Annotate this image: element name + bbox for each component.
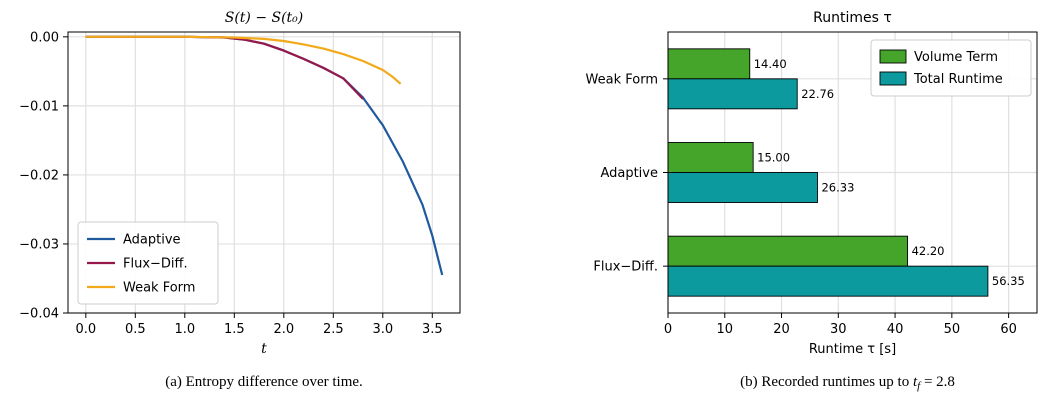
right-legend-label: Volume Term <box>914 50 998 65</box>
left-x-tick-label: 2.5 <box>323 322 344 337</box>
left-y-tick-label: −0.04 <box>19 307 59 322</box>
right-x-axis-label: Runtime τ [s] <box>809 342 896 357</box>
right-x-tick-label: 50 <box>944 322 961 337</box>
left-legend-label: Adaptive <box>123 233 181 248</box>
bar-value-label: 14.40 <box>754 57 787 71</box>
right-x-tick-label: 10 <box>716 322 733 337</box>
left-x-tick-label: 3.5 <box>422 322 443 337</box>
left-chart-title: S(t) − S(t₀) <box>225 10 304 26</box>
left-legend-label: Flux−Diff. <box>123 257 188 272</box>
right-chart-title: Runtimes τ <box>813 10 892 26</box>
bar-volume-term <box>667 142 754 173</box>
right-caption-suffix: = 2.8 <box>920 374 955 390</box>
right-caption-sub: f <box>917 380 922 392</box>
bar-value-label: 56.35 <box>992 274 1025 288</box>
left-x-tick-label: 1.5 <box>224 322 245 337</box>
right-category-label: Adaptive <box>600 166 658 181</box>
left-series-lines <box>85 35 444 276</box>
left-legend-box <box>77 221 219 305</box>
right-caption-prefix: (b) Recorded runtimes up to <box>740 374 913 390</box>
bar-value-label: 15.00 <box>757 151 790 165</box>
left-ticks: 0.0 0.5 1.0 1.5 2.0 2.5 3.0 3.5 0.00 −0.01 −0.02 −0… <box>19 30 442 337</box>
left-x-tick-label: 2.0 <box>273 322 294 337</box>
left-y-tick-label: −0.01 <box>19 99 59 114</box>
left-plot-frame <box>67 31 461 314</box>
runtime-chart: 14.40 22.76 15.00 26.33 42.20 56.35 0 10 20 30 40… <box>586 10 1038 357</box>
right-x-tick-label: 20 <box>773 322 790 337</box>
right-ticks: 0 10 20 30 40 50 60 Weak Form Adaptive Flux−Diff. <box>586 72 1017 337</box>
right-caption: (b) Recorded runtimes up to tf = 2.8 <box>740 374 955 392</box>
right-category-label: Weak Form <box>586 72 658 87</box>
right-legend-box <box>870 39 1032 97</box>
left-caption: (a) Entropy difference over time. <box>165 374 363 390</box>
bar-total-runtime <box>667 172 818 203</box>
bar-value-label: 22.76 <box>801 87 834 101</box>
right-caption-math: t <box>913 374 918 390</box>
right-x-tick-label: 0 <box>664 322 672 337</box>
bar-value-label: 42.20 <box>912 244 945 258</box>
right-legend-label: Total Runtime <box>913 72 1003 87</box>
left-x-tick-label: 0.0 <box>75 322 96 337</box>
bar-volume-term <box>667 48 751 80</box>
left-y-tick-label: 0.00 <box>30 30 59 45</box>
right-x-tick-label: 60 <box>1000 322 1017 337</box>
left-x-axis-label: t <box>261 341 267 357</box>
left-y-tick-label: −0.02 <box>19 168 59 183</box>
left-legend-label: Weak Form <box>123 281 195 296</box>
bar-total-runtime <box>667 265 989 297</box>
left-legend: Adaptive Flux−Diff. Weak Form <box>77 221 219 305</box>
left-y-tick-label: −0.03 <box>19 237 59 252</box>
right-bars: 14.40 22.76 15.00 26.33 42.20 56.35 <box>667 48 1025 297</box>
bar-volume-term <box>667 235 909 267</box>
left-x-tick-label: 1.0 <box>174 322 195 337</box>
line-series-flux-diff- <box>85 35 364 100</box>
entropy-chart: 0.0 0.5 1.0 1.5 2.0 2.5 3.0 3.5 0.00 −0.01 −0.02 −0… <box>19 10 461 357</box>
bar-value-label: 26.33 <box>821 181 854 195</box>
right-x-tick-label: 40 <box>887 322 904 337</box>
line-series-weak-form <box>85 35 402 85</box>
right-category-label: Flux−Diff. <box>593 260 658 275</box>
left-x-tick-label: 0.5 <box>125 322 146 337</box>
right-x-tick-label: 30 <box>830 322 847 337</box>
right-legend-swatch <box>879 49 907 64</box>
right-legend-swatch <box>879 71 907 86</box>
right-legend: Volume Term Total Runtime <box>870 39 1032 97</box>
bar-total-runtime <box>667 78 798 110</box>
left-x-tick-label: 3.0 <box>372 322 393 337</box>
